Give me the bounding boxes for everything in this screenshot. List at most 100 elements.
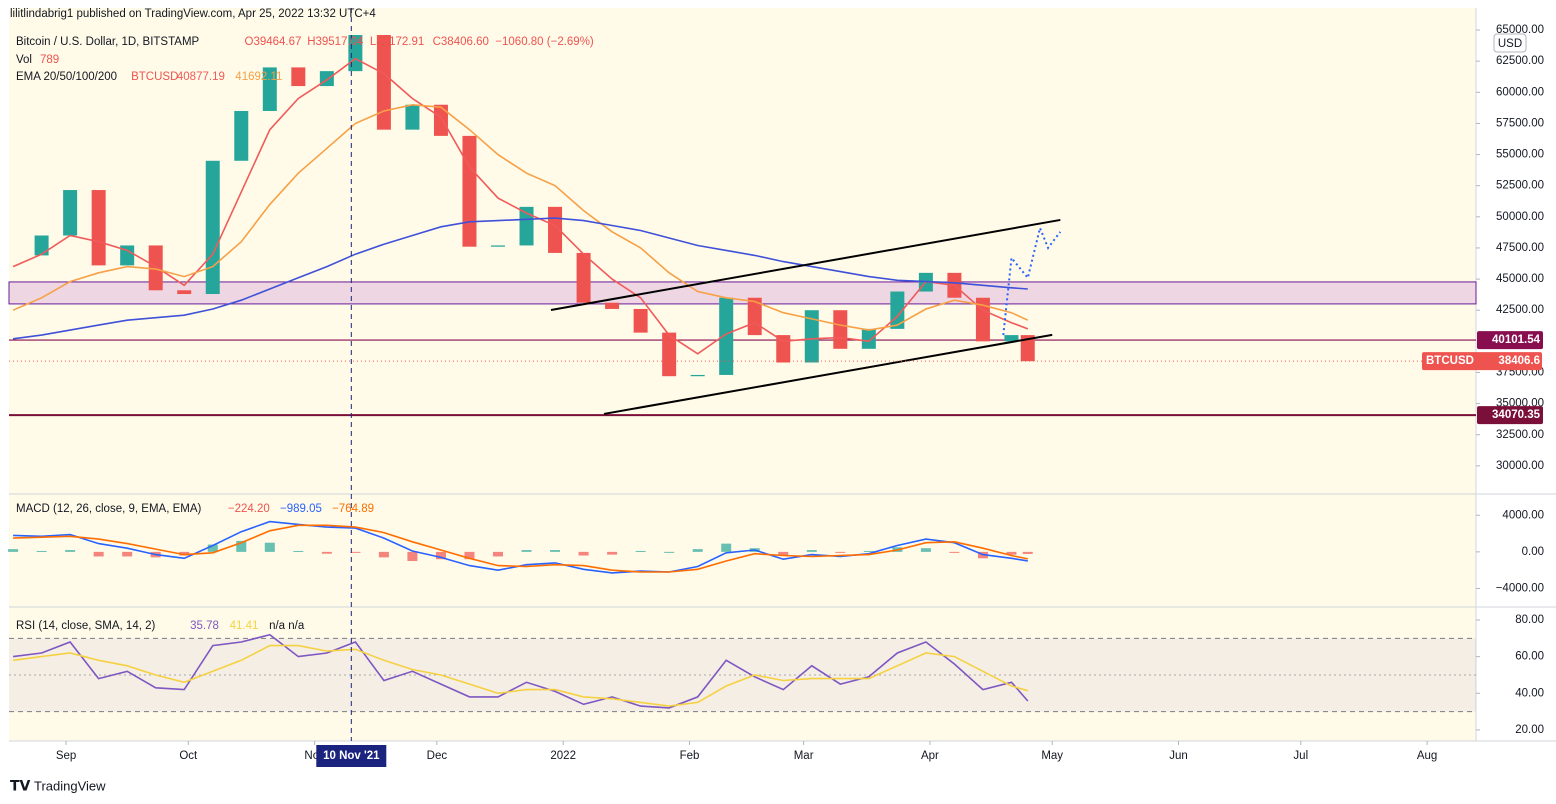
histogram-bar bbox=[806, 550, 817, 552]
ohlc-value: C38406.60 bbox=[433, 36, 489, 48]
histogram-bar bbox=[236, 540, 247, 552]
level-tag bbox=[1477, 406, 1543, 425]
candle bbox=[405, 104, 420, 130]
candle bbox=[433, 104, 448, 136]
candle bbox=[177, 290, 192, 295]
candle bbox=[861, 328, 876, 349]
series-line bbox=[13, 524, 1028, 573]
trendline bbox=[603, 333, 1053, 415]
candle bbox=[148, 245, 163, 291]
level-label: 34070.35 bbox=[1492, 409, 1541, 421]
last-price-tag bbox=[1422, 352, 1542, 371]
legend-entry: −989.05 bbox=[280, 503, 322, 515]
candle bbox=[975, 297, 990, 342]
crosshair-tag bbox=[316, 745, 387, 767]
crosshair-label: 10 Nov '21 bbox=[323, 750, 380, 762]
histogram-bar bbox=[464, 551, 475, 560]
candle bbox=[690, 374, 705, 377]
x-tick-label: May bbox=[1041, 750, 1063, 762]
legend-entry: 40877.19 bbox=[177, 71, 225, 83]
series-line bbox=[12, 57, 1029, 355]
histogram-bar bbox=[207, 544, 218, 552]
histogram-bar bbox=[578, 551, 589, 556]
overlay-layer: lilitlindabrig1 published on TradingView… bbox=[10, 8, 1543, 794]
volume-label: Vol bbox=[16, 54, 32, 66]
y-tick-label: −4000.00 bbox=[1496, 583, 1544, 595]
x-tick-label: Jun bbox=[1169, 750, 1188, 762]
x-tick-label: Oct bbox=[179, 750, 198, 762]
histogram-bar bbox=[264, 542, 275, 552]
histogram-bar bbox=[863, 550, 874, 552]
y-tick-label: 65000.00 bbox=[1496, 24, 1544, 36]
histogram-bar bbox=[8, 549, 19, 552]
legend-entry: 41692.11 bbox=[235, 71, 282, 83]
legend-entry: 35.78 bbox=[190, 620, 219, 632]
symbol-tag: BTCUSD bbox=[1426, 355, 1474, 367]
y-tick-label: 55000.00 bbox=[1496, 149, 1544, 161]
brand[interactable]: TradingView bbox=[34, 778, 106, 793]
y-tick-label: 80.00 bbox=[1515, 614, 1544, 626]
candle bbox=[1004, 335, 1019, 342]
histogram-bar bbox=[93, 551, 104, 557]
candle bbox=[1020, 335, 1035, 362]
candle bbox=[462, 135, 477, 247]
x-tick-label: Feb bbox=[680, 750, 700, 762]
currency-box[interactable] bbox=[1493, 33, 1527, 53]
plot-layer: 65000.00 62500.00 60000.00 57500.00 55000.00… bbox=[8, 8, 1544, 762]
candle bbox=[120, 245, 135, 266]
ohlc-value: O39464.67 bbox=[245, 36, 302, 48]
tv-logo[interactable]: 𝗧𝗩 bbox=[10, 778, 31, 794]
series-line bbox=[12, 633, 1029, 709]
plot-background bbox=[9, 8, 1476, 741]
x-tick-label: Mar bbox=[794, 750, 814, 762]
candle bbox=[234, 110, 249, 161]
candle bbox=[776, 335, 791, 363]
currency[interactable]: USD bbox=[1498, 38, 1522, 50]
histogram-bar bbox=[778, 551, 789, 556]
x-tick-label: 2022 bbox=[550, 750, 576, 762]
volume-value: 789 bbox=[40, 54, 59, 66]
histogram-bar bbox=[920, 548, 931, 552]
legend-entry: −224.20 bbox=[228, 503, 270, 515]
support-zone bbox=[8, 281, 1477, 305]
histogram-bar bbox=[179, 551, 190, 556]
y-tick-label: 30000.00 bbox=[1496, 460, 1544, 472]
candle bbox=[833, 310, 848, 349]
x-tick-label: Sep bbox=[56, 750, 76, 762]
histogram-bar bbox=[1006, 551, 1017, 555]
histogram-bar bbox=[493, 551, 503, 557]
legend-entry: BTCUSD bbox=[131, 71, 178, 83]
trendline bbox=[550, 218, 1061, 311]
rsi-note: n/a n/a bbox=[269, 620, 305, 632]
y-tick-label: 57500.00 bbox=[1496, 117, 1544, 129]
histogram-bar bbox=[521, 550, 532, 552]
series-line bbox=[12, 217, 1028, 340]
candle bbox=[376, 35, 391, 130]
candle bbox=[605, 302, 620, 309]
y-tick-label: 42500.00 bbox=[1496, 304, 1544, 316]
histogram-bar bbox=[1022, 551, 1033, 554]
histogram-bar bbox=[607, 551, 618, 555]
histogram-bar bbox=[550, 550, 561, 552]
histogram-bar bbox=[835, 551, 846, 553]
macd-title: MACD (12, 26, close, 9, EMA, EMA) bbox=[16, 503, 202, 515]
histogram-bar bbox=[65, 550, 76, 552]
candle bbox=[633, 308, 648, 333]
series-line bbox=[12, 644, 1029, 707]
level-label: 40101.54 bbox=[1492, 334, 1541, 346]
x-tick-label: Aug bbox=[1417, 750, 1437, 762]
y-tick-label: 52500.00 bbox=[1496, 180, 1544, 192]
y-tick-label: 62500.00 bbox=[1496, 55, 1544, 67]
histogram-bar bbox=[692, 549, 703, 552]
ema-label: EMA 20/50/100/200 bbox=[16, 71, 117, 83]
histogram-bar bbox=[949, 551, 960, 553]
rsi-title: RSI (14, close, SMA, 14, 2) bbox=[16, 620, 156, 632]
y-tick-label: 60.00 bbox=[1515, 651, 1544, 663]
histogram-bar bbox=[435, 551, 446, 560]
histogram-bar bbox=[378, 551, 389, 558]
legend-entry: 41.41 bbox=[230, 620, 259, 632]
histogram-bar bbox=[350, 551, 361, 553]
histogram-bar bbox=[407, 551, 418, 562]
y-tick-label: 50000.00 bbox=[1496, 211, 1544, 223]
